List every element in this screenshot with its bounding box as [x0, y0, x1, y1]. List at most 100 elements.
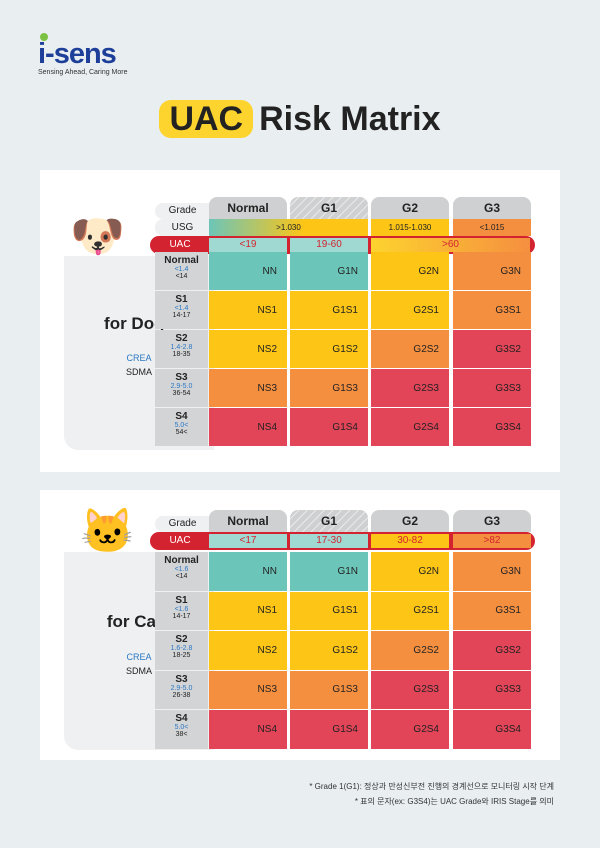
grade-header-normal: Normal	[209, 197, 287, 219]
stage-label-s3: S3 2.9-5.0 36-54	[155, 369, 208, 407]
stage-label-s4: S4 5.0< 54<	[155, 408, 208, 446]
grade-header-g2: G2	[371, 510, 449, 532]
sdma-range: 18-25	[172, 652, 191, 659]
logo-dot	[40, 33, 48, 41]
matrix-cell: NN	[209, 252, 287, 290]
matrix-cell: G3N	[453, 552, 531, 591]
stage-label-normal: Normal <1.4 <14	[155, 252, 208, 290]
stage-label-s2: S2 1.6-2.8 18-25	[155, 631, 208, 670]
dogs-grade-label: Grade	[155, 203, 210, 219]
crea-range: <1.4	[174, 305, 189, 312]
stage-name: Normal	[164, 255, 199, 266]
stage-name: S2	[175, 333, 188, 344]
grade-header-g2: G2	[371, 197, 449, 219]
grade-header-g3: G3	[453, 510, 531, 532]
sdma-range: 36-54	[172, 390, 191, 397]
dogs-crea-label: CREA	[126, 353, 152, 363]
dogs-sdma-label: SDMA	[125, 367, 152, 377]
matrix-cell: G1S3	[290, 670, 368, 709]
matrix-cell: G2S3	[371, 369, 449, 407]
crea-range: 1.4-2.8	[170, 344, 193, 351]
matrix-cell: G3S4	[453, 408, 531, 446]
matrix-cell: G3S1	[453, 591, 531, 630]
title-highlight: UAC	[159, 100, 254, 138]
grade-header-g3: G3	[453, 197, 531, 219]
crea-range: 2.9-5.0	[170, 684, 193, 692]
matrix-cell: NS3	[209, 670, 287, 709]
cats-uac-label: UAC	[169, 535, 191, 546]
uac-range: <19	[209, 238, 287, 252]
crea-range: <1.6	[174, 566, 189, 573]
title-rest: Risk Matrix	[259, 100, 441, 138]
matrix-cell: G2S1	[371, 591, 449, 630]
dogs-usg-label: USG	[155, 219, 210, 236]
matrix-cell: NS4	[209, 710, 287, 749]
uac-range: 30-82	[371, 534, 449, 548]
matrix-cell: G2S3	[371, 670, 449, 709]
sdma-range: <14	[175, 273, 188, 280]
stage-name: S4	[175, 713, 188, 724]
dogs-uac-bar: UAC <19 19-60 >60	[150, 236, 535, 254]
matrix-cell: G1S2	[290, 330, 368, 368]
matrix-cell: G1S4	[290, 408, 368, 446]
matrix-cell: NS3	[209, 369, 287, 407]
isens-logo: i-sens Sensing Ahead, Caring More	[38, 33, 128, 76]
matrix-cell: G3N	[453, 252, 531, 290]
matrix-cell: G1N	[290, 252, 368, 290]
sdma-range: 18-35	[172, 351, 191, 358]
matrix-cell: G3S3	[453, 369, 531, 407]
crea-range: 2.9-5.0	[170, 383, 193, 390]
grade-header-g1: G1	[290, 510, 368, 532]
matrix-cell: G1N	[290, 552, 368, 591]
stage-label-s3: S3 2.9-5.0 26-38	[155, 670, 208, 709]
matrix-cell: G1S4	[290, 710, 368, 749]
stage-name: S3	[175, 372, 188, 383]
cats-grade-label: Grade	[155, 516, 210, 532]
crea-range: 5.0<	[174, 422, 189, 429]
dogs-photo-dog-icon: 🐶	[70, 212, 125, 261]
usg-value: 1.015-1.030	[371, 219, 449, 236]
matrix-cell: NS2	[209, 631, 287, 670]
cats-uac-bar: UAC <17 17-30 30-82 >82	[150, 532, 535, 550]
stage-name: S4	[175, 411, 188, 422]
matrix-cell: G2S2	[371, 330, 449, 368]
stage-name: S3	[175, 673, 188, 685]
matrix-cell: NS4	[209, 408, 287, 446]
uac-range: >82	[453, 534, 531, 548]
matrix-cell: G2S1	[371, 291, 449, 329]
crea-range: <1.4	[174, 266, 189, 273]
matrix-cell: G3S4	[453, 710, 531, 749]
uac-range: <17	[209, 534, 287, 548]
sdma-range: 54<	[175, 429, 188, 436]
cats-photo-cat-icon: 🐱	[80, 507, 135, 556]
page-title: UAC Risk Matrix	[0, 100, 600, 139]
stage-label-normal: Normal <1.6 <14	[155, 552, 208, 591]
matrix-cell: G2N	[371, 252, 449, 290]
matrix-cell: G1S1	[290, 591, 368, 630]
matrix-cell: G2N	[371, 552, 449, 591]
matrix-cell: G3S3	[453, 670, 531, 709]
note-code: * 표의 문자(ex: G3S4)는 UAC Grade와 IRIS Stage…	[354, 797, 554, 806]
sdma-range: 14-17	[172, 612, 191, 620]
sdma-range: 26-38	[172, 691, 191, 699]
stage-label-s1: S1 <1.4 14-17	[155, 291, 208, 329]
stage-label-s2: S2 1.4-2.8 18-35	[155, 330, 208, 368]
logo-text: i-sens	[38, 38, 117, 70]
stage-name: S2	[175, 634, 188, 645]
matrix-cell: G2S4	[371, 710, 449, 749]
matrix-cell: G3S2	[453, 631, 531, 670]
matrix-cell: G2S4	[371, 408, 449, 446]
grade-header-g1: G1	[290, 197, 368, 219]
matrix-cell: G2S2	[371, 631, 449, 670]
usg-value: >1.030	[209, 219, 368, 236]
matrix-cell: NS1	[209, 291, 287, 329]
stage-label-s1: S1 <1.6 14-17	[155, 591, 208, 630]
cats-sdma-label: SDMA	[125, 666, 152, 676]
matrix-cell: G1S2	[290, 631, 368, 670]
crea-range: <1.6	[174, 605, 189, 613]
matrix-cell: G3S1	[453, 291, 531, 329]
matrix-cell: NS2	[209, 330, 287, 368]
stage-name: S1	[175, 294, 188, 305]
matrix-cell: NS1	[209, 591, 287, 630]
cats-matrix-card: for Cats CREA SDMA 🐱 Grade Normal G1 G2 G3 UAC <17…	[40, 490, 560, 760]
